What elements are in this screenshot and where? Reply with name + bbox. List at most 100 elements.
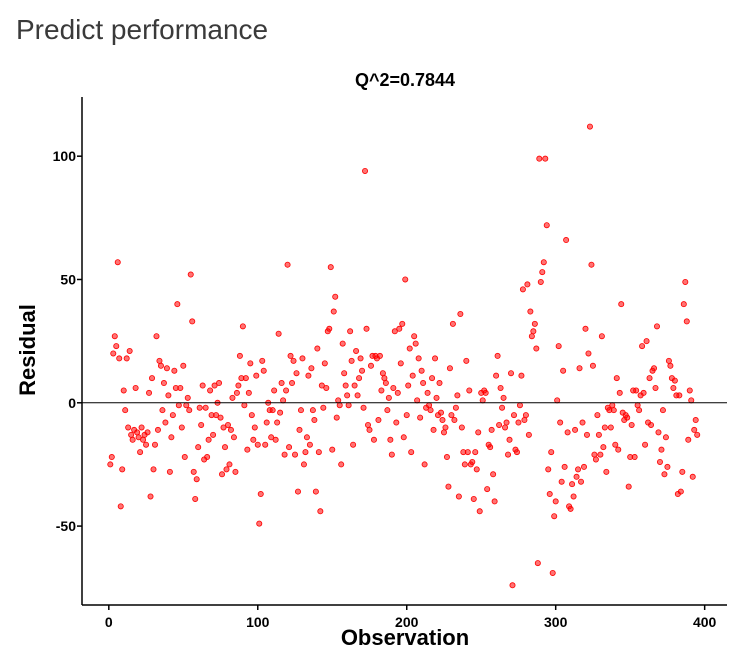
data-point: [195, 444, 202, 451]
data-point: [318, 382, 325, 389]
data-point: [433, 394, 440, 401]
data-point: [338, 461, 345, 468]
x-tick-label: 100: [246, 614, 270, 630]
data-point: [146, 389, 153, 396]
data-point: [199, 382, 206, 389]
data-point: [347, 328, 354, 335]
x-axis-title: Observation: [341, 625, 469, 650]
data-point: [350, 441, 357, 448]
data-point: [399, 320, 406, 327]
data-point: [150, 466, 157, 473]
data-point: [353, 347, 360, 354]
data-point: [682, 278, 689, 285]
x-tick-label: 300: [544, 614, 568, 630]
y-tick-label: 100: [53, 148, 77, 164]
data-point: [466, 387, 473, 394]
data-point: [524, 281, 531, 288]
data-point: [320, 404, 327, 411]
data-point: [356, 375, 363, 382]
data-point: [539, 269, 546, 276]
data-point: [390, 384, 397, 391]
data-point: [269, 407, 276, 414]
data-point: [180, 362, 187, 369]
data-point: [187, 271, 194, 278]
data-point: [293, 370, 300, 377]
data-point: [177, 384, 184, 391]
data-point: [205, 436, 212, 443]
data-point: [505, 451, 512, 458]
data-point: [308, 365, 315, 372]
data-point: [204, 454, 211, 461]
data-point: [156, 357, 163, 364]
data-point: [108, 454, 115, 461]
data-point: [667, 362, 674, 369]
data-point: [472, 449, 479, 456]
data-point: [211, 382, 218, 389]
data-point: [496, 421, 503, 428]
data-point: [475, 429, 482, 436]
data-point: [543, 222, 550, 229]
data-point: [184, 394, 191, 401]
data-point: [309, 407, 316, 414]
data-point: [230, 434, 237, 441]
data-point: [336, 402, 343, 409]
data-point: [470, 495, 477, 502]
x-axis-ticks: 0 100 200 300 400: [105, 605, 717, 630]
data-point: [250, 436, 257, 443]
data-point: [448, 412, 455, 419]
data-point: [610, 407, 617, 414]
data-point: [375, 417, 382, 424]
data-point: [509, 582, 516, 589]
data-point: [393, 419, 400, 426]
data-point: [359, 367, 366, 374]
data-point: [222, 444, 229, 451]
points-layer: [107, 123, 701, 589]
data-point: [365, 421, 372, 428]
data-point: [408, 449, 415, 456]
data-point: [302, 449, 309, 456]
data-point: [281, 451, 288, 458]
data-point: [454, 392, 461, 399]
y-axis-title: Residual: [15, 304, 40, 396]
data-point: [241, 402, 248, 409]
data-point: [582, 325, 589, 332]
data-point: [429, 375, 436, 382]
data-point: [479, 397, 486, 404]
data-point: [628, 421, 635, 428]
data-point: [259, 357, 266, 364]
data-point: [631, 454, 638, 461]
data-point: [457, 311, 464, 318]
data-point: [458, 424, 465, 431]
data-point: [315, 449, 322, 456]
data-point: [642, 441, 649, 448]
data-point: [677, 488, 684, 495]
data-point: [327, 264, 334, 271]
data-point: [260, 367, 267, 374]
data-point: [290, 357, 297, 364]
data-point: [268, 434, 275, 441]
data-point: [189, 318, 196, 325]
data-point: [579, 419, 586, 426]
data-point: [321, 360, 328, 367]
data-point: [560, 367, 567, 374]
data-point: [348, 357, 355, 364]
data-point: [417, 414, 424, 421]
data-point: [144, 429, 151, 436]
data-point: [262, 441, 269, 448]
data-point: [414, 397, 421, 404]
data-point: [502, 424, 509, 431]
data-point: [633, 387, 640, 394]
data-point: [442, 424, 449, 431]
data-point: [613, 375, 620, 382]
data-point: [639, 343, 646, 350]
data-point: [317, 508, 324, 515]
data-point: [546, 491, 553, 498]
data-point: [357, 355, 364, 362]
data-point: [432, 355, 439, 362]
data-point: [500, 394, 507, 401]
data-point: [452, 404, 459, 411]
data-point: [426, 402, 433, 409]
x-tick-label: 200: [395, 614, 419, 630]
data-point: [138, 424, 145, 431]
